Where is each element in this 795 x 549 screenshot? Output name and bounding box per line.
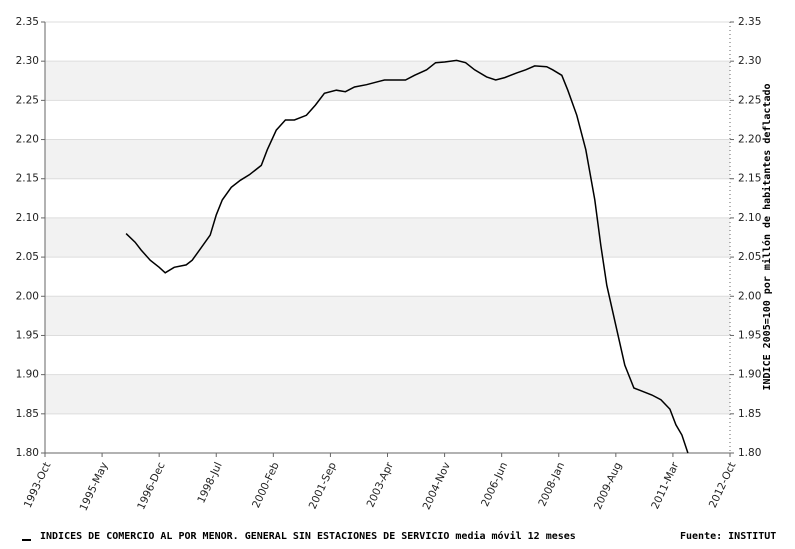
y2-tick-label: 2.05 <box>738 251 761 263</box>
y2-tick-label: 2.35 <box>738 16 761 28</box>
y-tick-label: 2.05 <box>16 251 39 263</box>
x-tick-label: 1996-Dec <box>135 460 167 511</box>
y-tick-label: 1.90 <box>16 369 39 381</box>
y-tick-label: 2.00 <box>16 290 39 302</box>
x-tick-label: 2012-Oct <box>707 460 739 509</box>
y-tick-label: 2.15 <box>16 173 39 185</box>
x-tick-label: 1998-Jul <box>195 460 224 505</box>
x-tick-label: 1993-Oct <box>22 460 54 509</box>
line-series <box>125 59 689 454</box>
x-tick-label: 2009-Aug <box>592 460 624 511</box>
y2-tick-label: 2.30 <box>738 55 761 67</box>
x-tick-label: 2000-Feb <box>250 460 282 510</box>
x-tick-label: 2008-Jan <box>536 460 567 508</box>
y2-tick-label: 2.00 <box>738 290 761 302</box>
y-tick-label: 2.25 <box>16 94 39 106</box>
y-tick-label: 2.30 <box>16 55 39 67</box>
y-tick-label: 1.85 <box>16 408 39 420</box>
grid-band <box>45 61 730 101</box>
y2-tick-label: 2.10 <box>738 212 761 224</box>
y2-tick-label: 2.25 <box>738 94 761 106</box>
y2-axis-label: INDICE 2005=100 por millón de habitantes… <box>761 83 773 390</box>
grid-band <box>45 217 730 258</box>
x-tick-label: 2006-Jun <box>479 460 510 508</box>
x-tick-label: 2003-Apr <box>365 460 397 510</box>
y2-tick-label: 2.20 <box>738 134 761 146</box>
x-tick-label: 2011-Mar <box>649 460 681 511</box>
y-tick-label: 1.95 <box>16 329 39 341</box>
y2-tick-label: 1.80 <box>738 447 761 459</box>
x-tick-label: 2004-Nov <box>421 460 453 511</box>
y2-tick-label: 2.15 <box>738 173 761 185</box>
y-tick-label: 2.20 <box>16 134 39 146</box>
source: Fuente: INSTITUT <box>680 531 776 542</box>
legend-label: INDICES DE COMERCIO AL POR MENOR. GENERA… <box>40 530 576 542</box>
grid-band <box>45 139 730 179</box>
grid-band <box>45 296 730 336</box>
y-tick-label: 2.35 <box>16 16 39 28</box>
y-tick-label: 2.10 <box>16 212 39 224</box>
x-tick-label: 1995-May <box>78 460 111 512</box>
y2-tick-label: 1.95 <box>738 329 761 341</box>
y2-tick-label: 1.90 <box>738 369 761 381</box>
grid-band <box>45 374 730 414</box>
y-tick-label: 1.80 <box>16 447 39 459</box>
x-tick-label: 2001-Sep <box>307 460 339 511</box>
y2-tick-label: 1.85 <box>738 408 761 420</box>
